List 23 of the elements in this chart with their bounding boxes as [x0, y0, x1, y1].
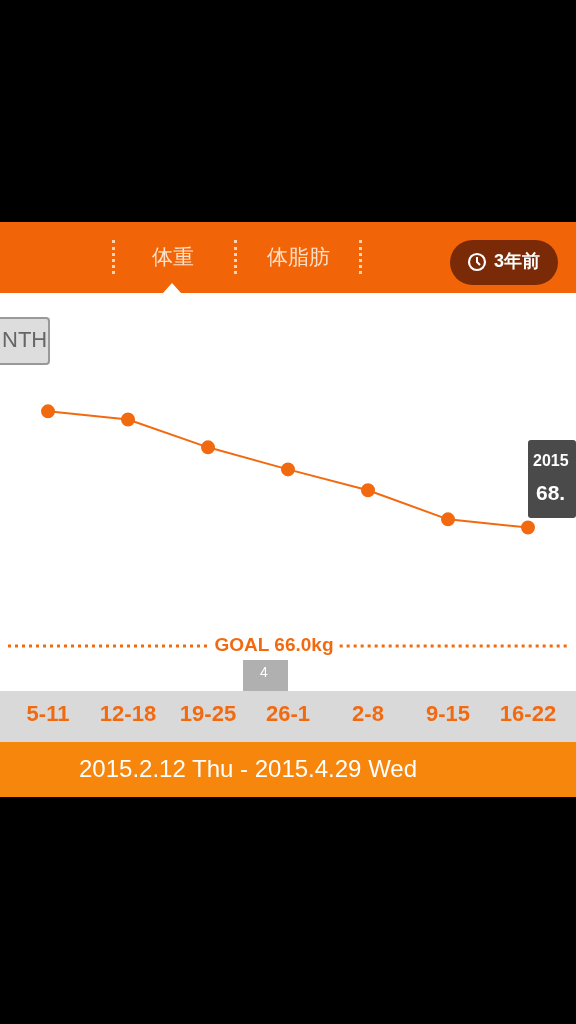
x-tick-label: 9-15 [425, 700, 471, 726]
annotation: 2015 [533, 452, 569, 470]
point [441, 512, 455, 527]
point [121, 412, 135, 427]
point [361, 483, 375, 498]
x-tick-label: 5-11 [26, 700, 70, 726]
x-tick-label: 2-8 [352, 700, 384, 726]
point [281, 462, 295, 477]
text: NTH [2, 327, 48, 353]
x-tick-label: 16-22 [499, 700, 557, 726]
text: 4 [260, 664, 268, 680]
annotation: 68. [536, 481, 566, 505]
text: 体重 [152, 244, 194, 270]
x-tick-label: 12-18 [99, 700, 157, 726]
text: 3年前 [494, 250, 541, 273]
ref-line-label: GOAL 66.0kg [214, 634, 334, 656]
point [201, 440, 215, 455]
x-tick-label: 19-25 [179, 700, 237, 726]
point [41, 404, 55, 419]
x-tick-label: 26-1 [265, 700, 311, 726]
point [521, 520, 535, 535]
text: 2015.2.12 Thu - 2015.4.29 Wed [79, 755, 418, 783]
text: 体脂肪 [267, 244, 330, 270]
